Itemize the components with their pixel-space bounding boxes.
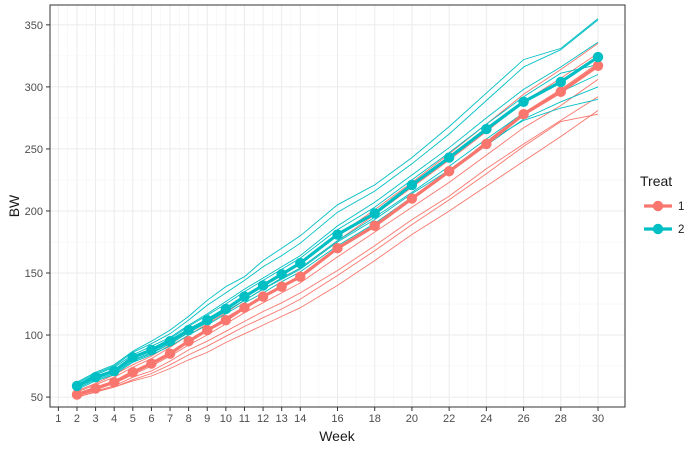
individual-line-treat-1-7 <box>76 113 599 398</box>
x-tick-label-4: 4 <box>111 413 117 425</box>
mean-point-treat-1-week-4 <box>108 376 120 388</box>
y-tick-label-150: 150 <box>25 268 43 280</box>
mean-points <box>71 51 604 400</box>
mean-point-treat-2-week-28 <box>555 76 567 88</box>
mean-point-treat-2-week-24 <box>481 123 492 135</box>
mean-point-treat-1-week-14 <box>295 271 306 282</box>
x-tick-label-6: 6 <box>148 413 154 425</box>
mean-point-treat-1-week-3 <box>90 383 101 394</box>
x-axis: 1 2 3 4 5 6 7 8 9 10 11 12 13 14 16 18 20 22 24 26 28 30 <box>55 407 604 425</box>
mean-point-treat-1-week-10 <box>220 314 232 326</box>
individual-line-treat-1-6 <box>76 79 599 397</box>
mean-point-treat-2-week-6 <box>146 344 157 356</box>
legend-title: Treat <box>640 173 672 189</box>
mean-point-treat-2-week-16 <box>332 229 343 240</box>
mean-point-treat-1-week-6 <box>146 358 157 369</box>
y-tick-label-350: 350 <box>25 20 43 32</box>
y-tick-label-250: 250 <box>25 144 43 156</box>
y-tick-label-50: 50 <box>31 392 43 404</box>
individual-line-treat-2-11 <box>76 41 599 386</box>
legend-label-2: 2 <box>678 224 684 236</box>
x-axis-title: Week <box>319 428 356 444</box>
mean-point-treat-2-week-30 <box>592 51 604 63</box>
x-tick-label-5: 5 <box>130 413 136 425</box>
x-tick-label-28: 28 <box>555 413 567 425</box>
legend-point-1 <box>652 200 664 212</box>
x-tick-label-9: 9 <box>204 413 210 425</box>
x-tick-label-26: 26 <box>517 413 529 425</box>
x-tick-label-16: 16 <box>331 413 343 425</box>
mean-point-treat-1-week-18 <box>369 220 380 232</box>
x-tick-label-3: 3 <box>93 413 99 425</box>
mean-point-treat-2-week-14 <box>295 257 306 269</box>
mean-point-treat-2-week-2 <box>71 380 83 392</box>
individual-line-treat-2-13 <box>76 18 599 383</box>
y-axis: 50 100 150 200 250 300 350 <box>25 20 50 404</box>
mean-point-treat-2-week-5 <box>127 352 139 363</box>
x-tick-label-2: 2 <box>74 413 80 425</box>
mean-point-treat-2-week-22 <box>443 152 455 163</box>
mean-point-treat-1-week-28 <box>555 86 567 98</box>
mean-point-treat-2-week-10 <box>220 303 232 315</box>
x-tick-label-11: 11 <box>239 413 250 425</box>
individual-line-treat-2-12 <box>76 19 599 384</box>
x-tick-label-20: 20 <box>406 413 418 425</box>
individual-line-treat-1-1 <box>76 96 599 397</box>
mean-point-treat-2-week-13 <box>276 269 287 280</box>
x-tick-label-12: 12 <box>257 413 269 425</box>
x-tick-label-22: 22 <box>443 413 455 425</box>
mean-point-treat-2-week-4 <box>108 365 120 377</box>
mean-point-treat-2-week-11 <box>239 291 250 302</box>
mean-point-treat-1-week-11 <box>239 302 250 313</box>
mean-point-treat-1-week-7 <box>164 348 176 359</box>
mean-point-treat-1-week-9 <box>202 324 213 336</box>
mean-point-treat-2-week-3 <box>90 372 101 383</box>
mean-point-treat-1-week-30 <box>592 60 604 71</box>
y-tick-label-100: 100 <box>25 330 43 342</box>
x-tick-label-10: 10 <box>220 413 232 425</box>
x-tick-label-7: 7 <box>167 413 173 425</box>
mean-point-treat-2-week-26 <box>518 96 529 107</box>
x-tick-label-30: 30 <box>592 413 604 425</box>
x-tick-label-18: 18 <box>369 413 381 425</box>
x-tick-label-13: 13 <box>276 413 288 425</box>
x-tick-label-24: 24 <box>480 413 492 425</box>
mean-point-treat-2-week-8 <box>183 324 194 336</box>
mean-point-treat-2-week-12 <box>257 280 269 291</box>
mean-point-treat-1-week-20 <box>406 193 418 204</box>
x-tick-label-1: 1 <box>55 413 61 425</box>
mean-point-treat-1-week-8 <box>183 336 194 347</box>
mean-point-treat-2-week-20 <box>406 179 418 191</box>
legend: Treat 1 2 <box>640 173 684 239</box>
mean-point-treat-2-week-18 <box>369 208 380 219</box>
mean-point-treat-1-week-13 <box>276 281 287 292</box>
mean-point-treat-1-week-22 <box>443 166 455 177</box>
y-tick-label-300: 300 <box>25 82 43 94</box>
mean-point-treat-2-week-9 <box>202 314 213 326</box>
mean-point-treat-1-week-16 <box>332 242 343 254</box>
x-tick-label-8: 8 <box>186 413 192 425</box>
grid <box>50 5 625 407</box>
legend-point-2 <box>652 223 664 235</box>
mean-point-treat-1-week-12 <box>257 291 269 302</box>
mean-point-treat-1-week-5 <box>127 367 139 378</box>
y-axis-title: BW <box>6 194 22 217</box>
y-tick-label-200: 200 <box>25 206 43 218</box>
x-tick-label-14: 14 <box>294 413 306 425</box>
mean-point-treat-1-week-24 <box>481 138 492 150</box>
mean-point-treat-1-week-26 <box>518 108 529 120</box>
mean-point-treat-1-week-2 <box>71 389 83 400</box>
individual-line-treat-1-0 <box>76 110 599 398</box>
mean-point-treat-2-week-7 <box>164 336 176 347</box>
legend-label-1: 1 <box>678 201 684 213</box>
